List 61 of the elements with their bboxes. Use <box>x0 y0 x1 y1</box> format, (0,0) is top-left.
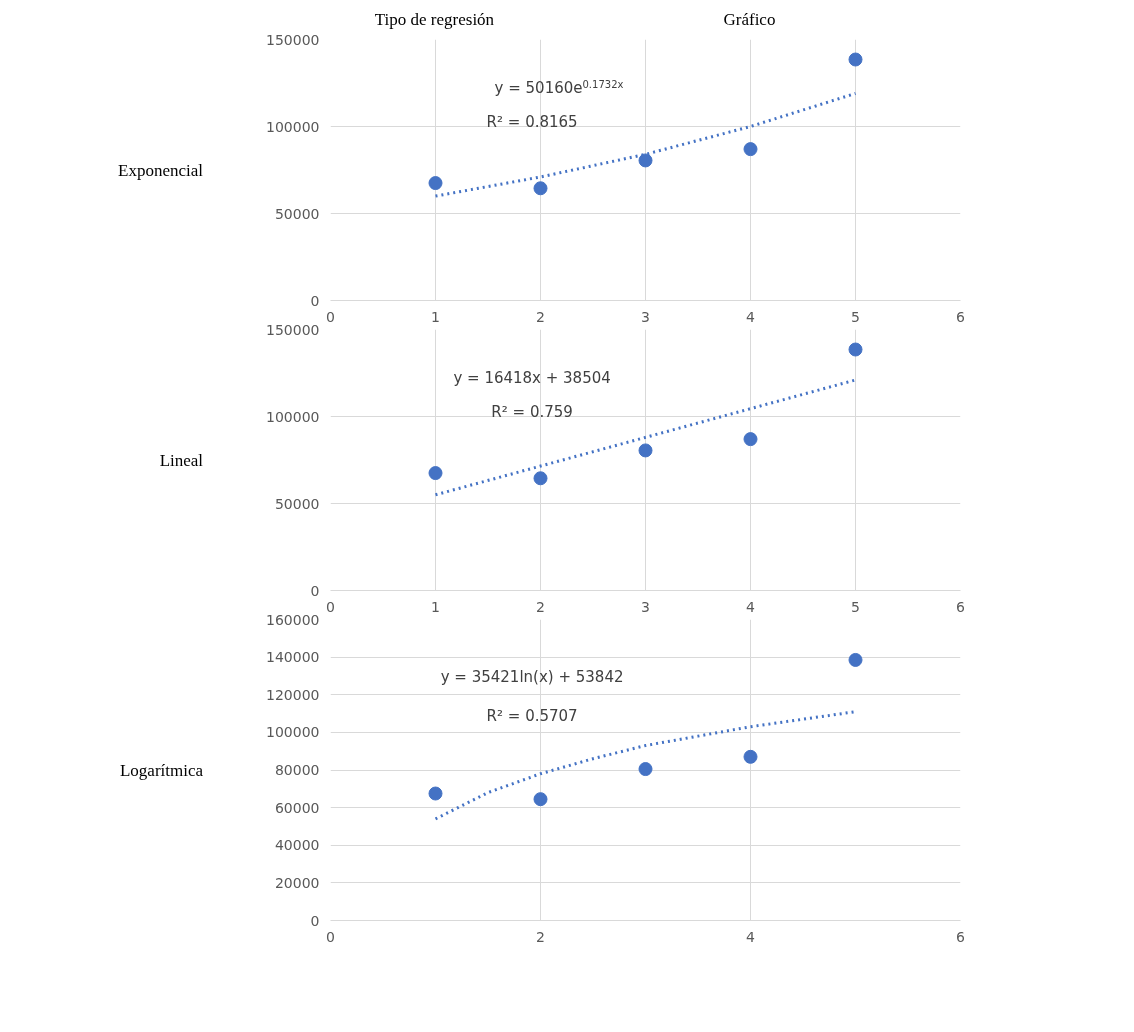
x-tick-label: 0 <box>326 598 335 615</box>
point <box>743 749 758 764</box>
x-tick-label: 4 <box>746 308 756 325</box>
y-tick-label: 0 <box>310 912 320 929</box>
x-tick-label: 0 <box>326 308 335 325</box>
x-tick-label: 2 <box>536 928 545 945</box>
x-tick-label: 0 <box>326 928 335 945</box>
y-tick-label: 0 <box>310 292 320 309</box>
point <box>743 142 758 157</box>
point <box>428 786 443 801</box>
y-tick-label: 100000 <box>266 724 320 741</box>
y-tick-label: 80000 <box>274 762 320 778</box>
y-tick-label: 40000 <box>274 837 320 854</box>
y-axis-title: Exponencial <box>118 160 204 180</box>
x-tick-label: 6 <box>956 598 966 615</box>
y-tick-label: 50000 <box>274 205 320 222</box>
point <box>638 762 653 777</box>
point <box>638 443 653 458</box>
x-tick-label: 3 <box>641 308 650 325</box>
point <box>638 153 653 168</box>
point <box>533 181 548 196</box>
x-tick-label: 4 <box>746 598 756 615</box>
x-tick-label: 6 <box>956 928 966 945</box>
y-tick-label: 60000 <box>274 799 320 816</box>
y-tick-label: 120000 <box>266 686 320 703</box>
point <box>848 342 863 357</box>
annotation: R² = 0.759 <box>491 402 573 421</box>
y-tick-label: 140000 <box>266 649 320 666</box>
y-axis-title: Logarítmica <box>119 760 204 780</box>
text: Gráfico <box>723 9 776 29</box>
point <box>743 432 758 447</box>
x-tick-label: 4 <box>746 928 756 945</box>
point <box>848 52 863 67</box>
x-tick-label: 5 <box>851 308 860 325</box>
x-tick-label: 1 <box>431 308 440 325</box>
y-tick-label: 150000 <box>266 321 320 338</box>
x-tick-label: 2 <box>536 598 545 615</box>
x-tick-label: 1 <box>431 598 440 615</box>
annotation: R² = 0.8165 <box>486 112 578 131</box>
y-tick-label: 100000 <box>266 118 320 135</box>
x-tick-label: 3 <box>641 598 650 615</box>
point <box>533 471 548 486</box>
point <box>848 652 863 667</box>
annotation: y = 16418x + 38504 <box>453 368 611 387</box>
annotation: y = 35421ln(x) + 53842 <box>440 667 624 686</box>
y-tick-label: 150000 <box>266 31 320 48</box>
x-tick-label: 6 <box>956 308 966 325</box>
y-tick-label: 160000 <box>266 611 320 628</box>
annotation: R² = 0.5707 <box>486 706 578 725</box>
y-tick-label: 50000 <box>274 495 320 512</box>
y-tick-label: 20000 <box>274 874 320 891</box>
y-axis-title: Lineal <box>159 450 204 470</box>
x-tick-label: 2 <box>536 308 545 325</box>
y-tick-label: 0 <box>310 582 320 599</box>
point <box>428 466 443 481</box>
text: Tipo de regresión <box>374 9 495 29</box>
point <box>428 176 443 191</box>
y-tick-label: 100000 <box>266 408 320 425</box>
x-tick-label: 5 <box>851 598 860 615</box>
point <box>533 792 548 807</box>
line-series <box>434 710 857 821</box>
